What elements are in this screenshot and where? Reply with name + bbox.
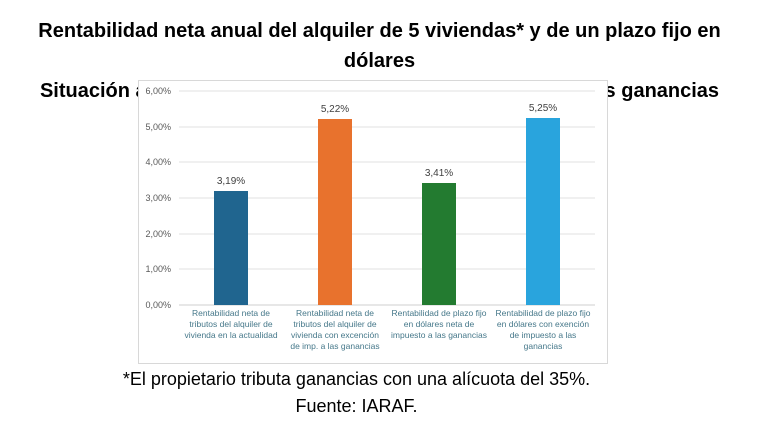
gridline [179,90,595,92]
bar-column: 3,41% [387,91,491,305]
y-axis-tick-label: 1,00% [145,264,171,275]
gridlines [179,90,595,306]
y-axis: 0,00% 1,00% 2,00% 3,00% 4,00% 5,00% 6,00% [141,86,175,310]
bar [318,118,352,305]
y-axis-tick-label: 6,00% [145,86,171,96]
y-axis-tick-label: 0,00% [145,300,171,310]
bar-column: 5,22% [283,91,387,305]
bar [526,117,560,305]
gridline [179,268,595,270]
source: Fuente: IARAF. [295,396,418,416]
bar [422,183,456,305]
category-labels: Rentabilidad neta de tributos del alquil… [179,308,595,358]
y-axis-tick-label: 4,00% [145,157,171,168]
footnote: *El propietario tributa ganancias con un… [122,369,591,389]
bars: 3,19% 5,22% 3,41% 5,25% [179,91,595,305]
bar-value-label: 5,25% [528,102,558,114]
bar-column: 3,19% [179,91,283,305]
title-line-1: Rentabilidad neta anual del alquiler de … [38,20,721,72]
bar-value-label: 3,41% [424,168,454,180]
bar [214,191,248,305]
gridline [179,126,595,128]
gridline [179,304,595,306]
bar-value-label: 5,22% [320,103,350,115]
bar-column: 5,25% [491,91,595,305]
bar-value-label: 3,19% [216,176,246,188]
category-label: Rentabilidad de plazo fijo en dólares co… [495,308,591,351]
category-label: Rentabilidad de plazo fijo en dólares ne… [391,308,487,340]
y-axis-tick-label: 5,00% [145,121,171,132]
footer: *El propietario tributa ganancias con un… [0,366,713,420]
plot-area: 3,19% 5,22% 3,41% 5,25% [179,90,595,306]
gridline [179,161,595,163]
chart-panel: 0,00% 1,00% 2,00% 3,00% 4,00% 5,00% 6,00% 3,19… [138,80,608,364]
y-axis-tick-label: 2,00% [145,228,171,239]
gridline [179,197,595,199]
gridline [179,233,595,235]
category-label: Rentabilidad neta de tributos del alquil… [290,308,380,351]
y-axis-tick-label: 3,00% [145,193,171,203]
category-label: Rentabilidad neta de tributos del alquil… [184,308,278,340]
